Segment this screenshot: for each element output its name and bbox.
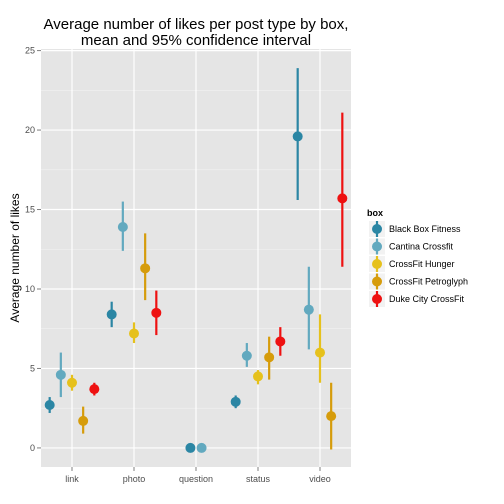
y-tick-label: 5: [30, 363, 35, 373]
x-tick-label: link: [65, 474, 79, 484]
chart-title-line-1: Average number of likes per post type by…: [44, 16, 349, 33]
x-tick-label: status: [246, 474, 271, 484]
mean-point-cantina-crossfit-video: [303, 304, 314, 315]
y-tick-label: 10: [25, 284, 35, 294]
y-axis-ticks: 0 5 10 15 20 25: [25, 46, 41, 453]
grid-lines: [41, 49, 351, 467]
x-axis-ticks: link photo question status video: [65, 467, 331, 484]
mean-point-black-box-fitness-photo: [106, 309, 117, 320]
legend-key-point-crossfit-petroglyph: [372, 276, 382, 287]
mean-point-cantina-crossfit-question: [196, 442, 207, 453]
mean-point-crossfit-hunger-link: [67, 377, 77, 388]
data-marks: [44, 68, 348, 453]
y-axis-title: Average number of likes: [8, 193, 22, 322]
legend-title: box: [367, 208, 383, 218]
mean-point-duke-city-crossfit-status: [275, 336, 286, 347]
mean-point-cantina-crossfit-link: [55, 369, 66, 380]
y-tick-label: 0: [30, 443, 35, 453]
legend-key-point-black-box-fitness: [372, 224, 382, 234]
mean-point-black-box-fitness-question: [185, 442, 196, 453]
mean-point-crossfit-petroglyph-photo: [140, 263, 151, 274]
legend-label-crossfit-hunger: CrossFit Hunger: [389, 259, 455, 269]
y-tick-label: 25: [25, 46, 35, 56]
legend-label-cantina-crossfit: Cantina Crossfit: [389, 242, 454, 252]
mean-point-duke-city-crossfit-photo: [151, 307, 162, 318]
legend: box Black Box Fitness Cantina Crossfit Cro…: [367, 208, 468, 307]
mean-point-crossfit-petroglyph-link: [78, 415, 89, 426]
mean-point-cantina-crossfit-status: [241, 350, 252, 361]
mean-point-duke-city-crossfit-video: [337, 193, 348, 204]
y-tick-label: 20: [25, 125, 35, 135]
chart-title-line-2: mean and 95% confidence interval: [81, 32, 311, 49]
mean-point-cantina-crossfit-photo: [117, 222, 128, 233]
legend-key-point-duke-city-crossfit: [372, 294, 382, 304]
legend-label-duke-city-crossfit: Duke City CrossFit: [389, 294, 465, 304]
legend-label-black-box-fitness: Black Box Fitness: [389, 224, 461, 234]
y-tick-label: 15: [25, 205, 35, 215]
legend-key-point-cantina-crossfit: [372, 241, 382, 252]
mean-point-black-box-fitness-status: [230, 396, 241, 407]
x-tick-label: photo: [123, 474, 146, 484]
mean-point-crossfit-hunger-video: [315, 347, 325, 358]
mean-point-black-box-fitness-link: [44, 400, 55, 411]
legend-label-crossfit-petroglyph: CrossFit Petroglyph: [389, 277, 468, 287]
x-tick-label: question: [179, 474, 213, 484]
mean-point-crossfit-petroglyph-status: [264, 352, 275, 363]
x-tick-label: video: [309, 474, 331, 484]
mean-point-duke-city-crossfit-link: [89, 384, 100, 395]
mean-point-black-box-fitness-video: [292, 131, 303, 142]
mean-point-crossfit-petroglyph-video: [326, 411, 337, 422]
mean-point-crossfit-hunger-status: [253, 371, 263, 382]
mean-point-crossfit-hunger-photo: [129, 328, 139, 339]
legend-key-point-crossfit-hunger: [372, 259, 382, 269]
